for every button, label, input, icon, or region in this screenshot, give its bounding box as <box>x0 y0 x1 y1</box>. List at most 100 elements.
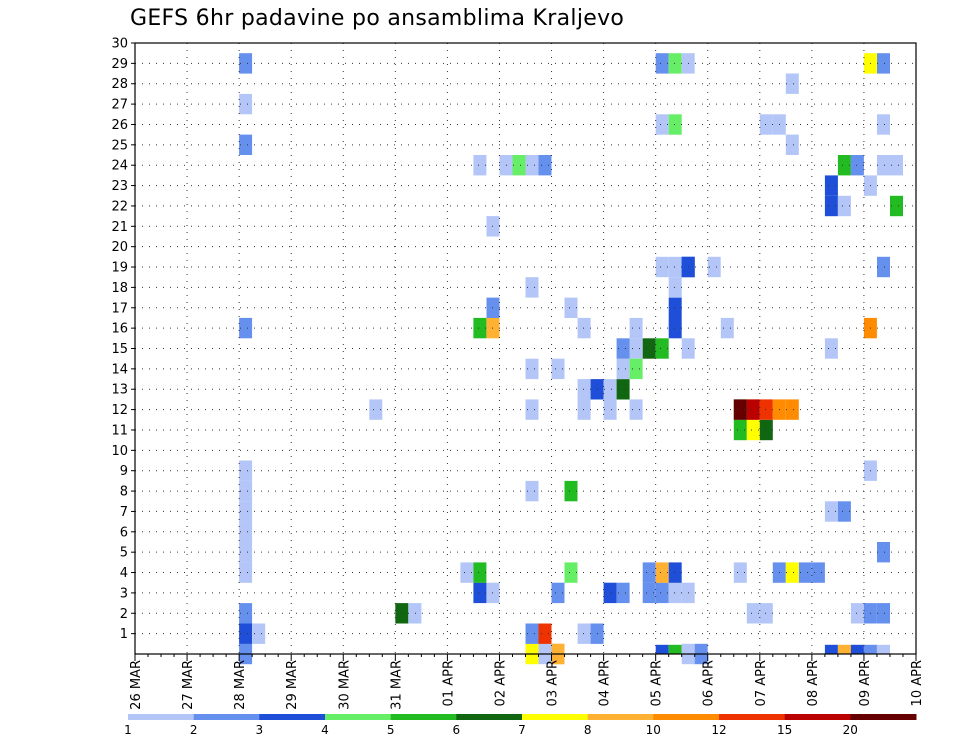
y-tick-label: 11 <box>111 423 128 438</box>
heat-cell <box>733 562 747 583</box>
heat-cell <box>551 582 565 604</box>
colorbar-swatch <box>325 714 392 720</box>
heat-cell <box>460 562 474 583</box>
colorbar-swatch <box>259 714 326 720</box>
heat-cell <box>877 542 890 563</box>
colorbar: 1 2 3 4 5 6 7 8 10 12 15 20 <box>124 714 917 737</box>
heat-cell <box>877 644 890 654</box>
heat-cell <box>668 277 682 298</box>
heat-cell <box>538 623 552 644</box>
heat-cell <box>239 603 253 624</box>
heat-cell <box>577 399 591 420</box>
colorbar-swatch <box>522 714 589 720</box>
heat-cell <box>811 562 825 583</box>
heat-cell <box>239 521 253 542</box>
heat-cell <box>863 644 877 654</box>
heat-cell <box>642 562 656 583</box>
heat-cell <box>720 317 734 339</box>
heat-cell <box>837 155 851 176</box>
y-tick-label: 20 <box>111 240 128 255</box>
grid-layer <box>134 42 917 654</box>
heat-cell <box>551 358 565 380</box>
colorbar-label: 12 <box>711 723 726 737</box>
heat-cell <box>668 53 682 74</box>
heat-cell <box>239 542 253 563</box>
heat-cell <box>837 501 851 522</box>
heat-cell <box>642 338 656 359</box>
y-tick-label: 30 <box>111 37 128 52</box>
x-tick-label: 02 APR <box>493 660 508 706</box>
x-tick-label: 03 APR <box>546 660 561 706</box>
heat-cell <box>655 644 669 654</box>
heat-cell <box>577 623 591 644</box>
y-tick-label: 13 <box>111 383 128 398</box>
x-tick-label: 27 MAR <box>181 660 196 710</box>
heat-cell <box>616 582 630 604</box>
y-tick-label: 9 <box>120 464 128 479</box>
colorbar-label: 10 <box>646 723 661 737</box>
x-tick-label: 09 APR <box>858 660 873 706</box>
heat-cell <box>668 582 682 604</box>
y-tick-label: 2 <box>120 607 128 622</box>
heat-cell <box>798 562 812 583</box>
x-tick-label: 26 MAR <box>129 660 144 710</box>
y-tick-label: 29 <box>111 57 128 72</box>
heat-cell <box>785 73 799 94</box>
x-tick-label: 10 APR <box>910 660 925 706</box>
colorbar-swatch <box>850 714 917 720</box>
heat-cell <box>785 134 799 155</box>
heat-cell <box>668 114 682 135</box>
heat-cell <box>629 399 643 420</box>
y-tick-label: 25 <box>111 138 128 153</box>
colorbar-label: 8 <box>584 723 592 737</box>
heat-cell <box>877 155 890 176</box>
colorbar-swatch <box>456 714 523 720</box>
y-tick-label: 17 <box>111 301 128 316</box>
heat-cell <box>759 399 773 420</box>
x-tick-label: 28 MAR <box>233 660 248 710</box>
heat-cell <box>850 644 864 654</box>
heat-cell <box>655 53 669 74</box>
colorbar-swatch <box>719 714 786 720</box>
heat-cell <box>473 317 487 339</box>
heat-cell <box>239 623 253 644</box>
colorbar-label: 4 <box>321 723 329 737</box>
colorbar-swatch <box>128 714 195 720</box>
heat-cell <box>877 114 890 135</box>
x-axis: 26 MAR 27 MAR 28 MAR 29 MAR 30 MAR 31 MAR 01 A… <box>129 654 925 710</box>
y-axis: 1234567891011121314151617181920212223242… <box>111 37 135 642</box>
heat-cell <box>642 582 656 604</box>
heat-cell <box>473 562 487 583</box>
heat-cell <box>577 379 591 400</box>
heat-cell <box>239 501 253 522</box>
heat-cell <box>655 114 669 135</box>
plot-frame <box>134 42 917 655</box>
heat-cell <box>629 317 643 339</box>
heat-cell <box>668 644 682 654</box>
heat-cell <box>877 603 890 624</box>
heat-cell <box>850 155 864 176</box>
heat-cell <box>512 155 526 176</box>
colorbar-label: 2 <box>190 723 198 737</box>
heat-cell <box>733 419 747 441</box>
y-tick-label: 23 <box>111 179 128 194</box>
heat-cell <box>525 277 539 298</box>
colorbar-label: 6 <box>452 723 460 737</box>
y-tick-label: 28 <box>111 77 128 92</box>
heat-cell <box>837 644 851 654</box>
colorbar-label: 7 <box>518 723 526 737</box>
y-tick-label: 26 <box>111 118 128 133</box>
heat-cell <box>877 53 890 74</box>
x-tick-label: 29 MAR <box>285 660 300 710</box>
heat-cell <box>890 195 903 217</box>
heat-cell <box>707 256 721 278</box>
heat-cell <box>564 297 578 318</box>
heat-cell <box>668 297 682 318</box>
heat-cell <box>837 195 851 217</box>
heat-cell <box>603 399 617 420</box>
heat-cell <box>239 53 253 74</box>
heat-cell <box>603 582 617 604</box>
y-tick-label: 24 <box>111 159 128 174</box>
colorbar-swatch <box>193 714 260 720</box>
heat-cell <box>239 562 253 583</box>
